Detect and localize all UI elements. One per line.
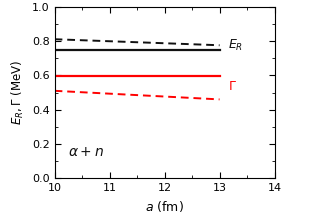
Text: $\Gamma$: $\Gamma$ xyxy=(228,80,237,93)
X-axis label: $a$ (fm): $a$ (fm) xyxy=(145,199,184,214)
Text: $E_R$: $E_R$ xyxy=(228,38,243,53)
Y-axis label: $E_R, \Gamma$ (MeV): $E_R, \Gamma$ (MeV) xyxy=(10,60,27,125)
Text: $\alpha + n$: $\alpha + n$ xyxy=(68,145,105,159)
